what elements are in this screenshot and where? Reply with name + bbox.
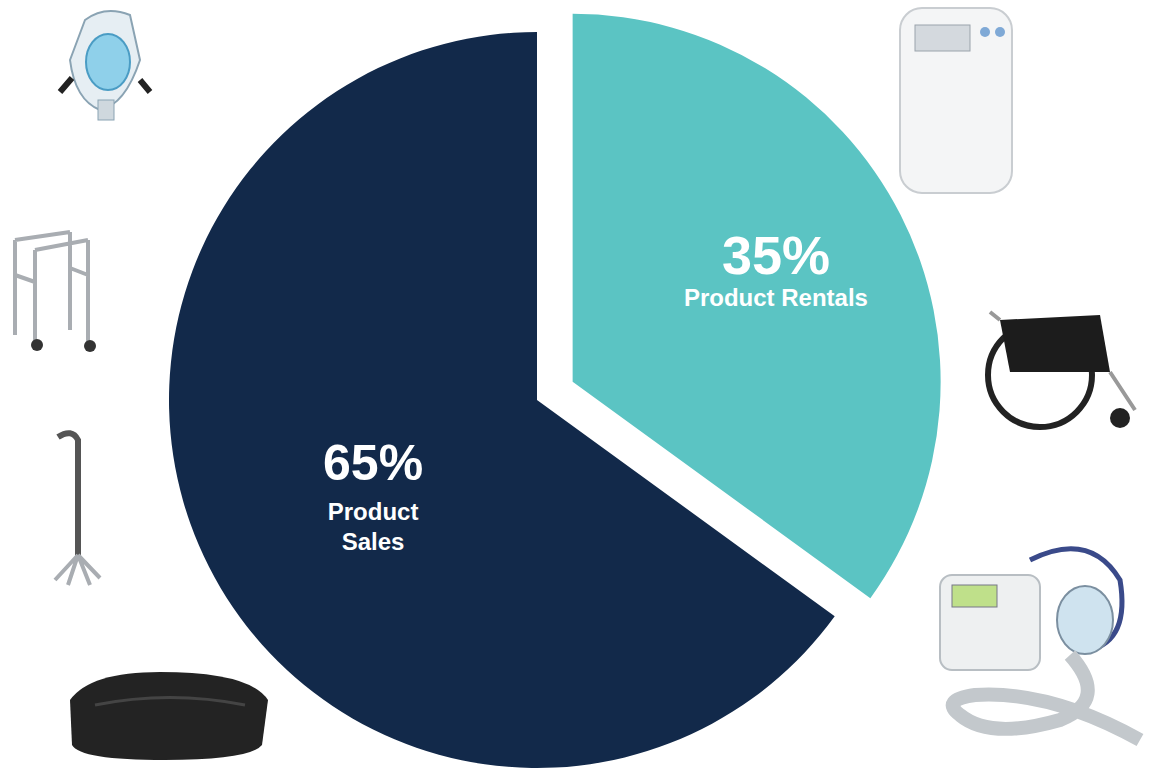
cpap-screen xyxy=(952,585,997,607)
icon-walker xyxy=(15,232,96,352)
walker-wheel xyxy=(31,339,43,351)
icon-mask xyxy=(60,11,150,120)
slice-value-label: 35% xyxy=(722,225,830,285)
slice-category-label: Product Sales xyxy=(328,498,419,555)
icon-concentrator xyxy=(900,8,1012,193)
pie-labels: 35%Product Rentals 65% Product Sales xyxy=(323,225,868,554)
mask-clips xyxy=(60,78,150,92)
icon-cpap xyxy=(940,549,1140,740)
wheelchair-seat xyxy=(1000,315,1110,372)
chart-canvas: 35%Product Rentals 65% Product Sales xyxy=(0,0,1151,775)
mask-body xyxy=(70,11,140,110)
icon-cushion xyxy=(70,672,268,760)
wheelchair-caster xyxy=(1110,408,1130,428)
concentrator-button xyxy=(995,27,1005,37)
cushion-body xyxy=(70,672,268,760)
cpap-hose xyxy=(953,655,1140,740)
slice-value-label: 65% xyxy=(323,435,423,491)
icon-wheelchair xyxy=(988,312,1135,428)
concentrator-button xyxy=(980,27,990,37)
walker-frame xyxy=(15,232,88,345)
label-line: Product xyxy=(328,498,419,525)
mask-port xyxy=(98,100,114,120)
label-line: Sales xyxy=(342,528,405,555)
wheelchair-frame xyxy=(990,312,1135,410)
icon-cane xyxy=(55,433,100,585)
cane-feet xyxy=(55,555,100,585)
mask-cushion xyxy=(86,34,130,90)
cane-handle xyxy=(58,433,78,560)
cushion-seam xyxy=(95,698,245,706)
concentrator-body xyxy=(900,8,1012,193)
pie-slices xyxy=(169,14,941,768)
pie-slice xyxy=(169,32,835,768)
cpap-body xyxy=(940,575,1040,670)
slice-category-label: Product Rentals xyxy=(684,284,868,311)
cpap-mask xyxy=(1057,586,1113,654)
walker-wheel xyxy=(84,340,96,352)
concentrator-screen xyxy=(915,25,970,51)
